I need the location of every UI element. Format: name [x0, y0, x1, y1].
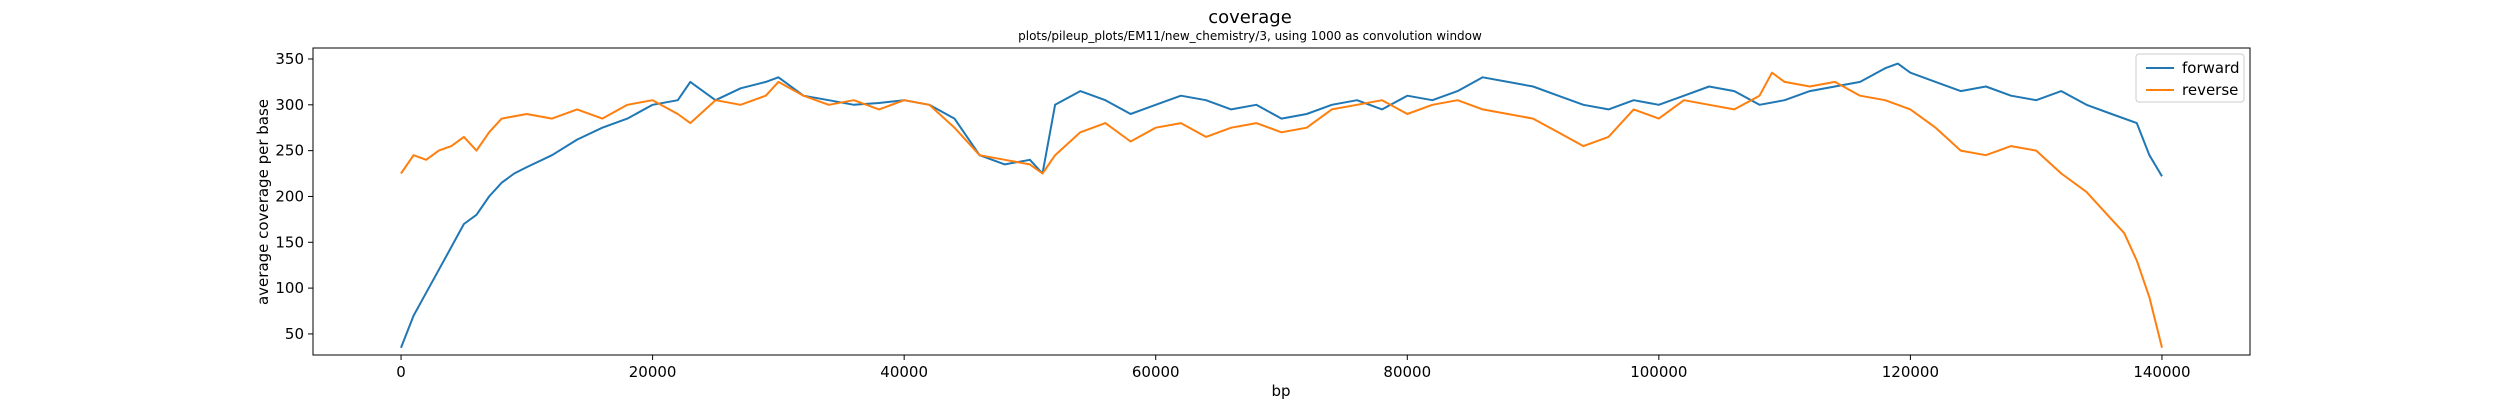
x-ticks: 0 20000 40000 60000 80000 100000 120000 140000 [396, 355, 2191, 381]
y-tick-label: 300 [275, 96, 304, 114]
y-tick-label: 50 [285, 325, 304, 343]
x-tick-label: 60000 [1132, 363, 1180, 381]
series-line-forward [400, 62, 2163, 349]
legend-label-forward: forward [2182, 59, 2240, 77]
x-tick-label: 140000 [2133, 363, 2190, 381]
x-tick-label: 20000 [629, 363, 677, 381]
y-tick-label: 350 [275, 50, 304, 68]
x-axis-label: bp [1271, 382, 1290, 400]
x-tick-label: 0 [396, 363, 406, 381]
chart-subtitle: plots/pileup_plots/EM11/new_chemistry/3,… [1018, 29, 1482, 43]
x-tick-label: 40000 [880, 363, 928, 381]
series-layer [400, 62, 2163, 349]
x-tick-label: 100000 [1630, 363, 1687, 381]
series-line-reverse [400, 71, 2163, 348]
legend: forward reverse [2135, 53, 2245, 103]
y-tick-label: 250 [275, 142, 304, 160]
y-tick-label: 100 [275, 279, 304, 297]
plot-area [313, 48, 2250, 355]
legend-label-reverse: reverse [2182, 81, 2238, 99]
x-tick-label: 120000 [1882, 363, 1939, 381]
y-ticks: 50 100 150 200 250 300 350 [275, 50, 313, 343]
plot-frame [312, 47, 2251, 356]
chart-title: coverage [1208, 7, 1292, 28]
y-tick-label: 200 [275, 187, 304, 205]
y-tick-label: 150 [275, 233, 304, 251]
y-axis-label: average coverage per base [254, 99, 272, 305]
x-tick-label: 80000 [1383, 363, 1431, 381]
